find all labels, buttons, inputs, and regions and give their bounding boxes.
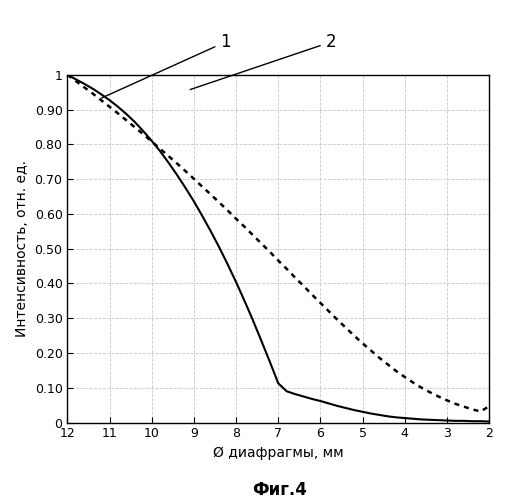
Text: 2: 2 [190,33,336,90]
Y-axis label: Интенсивность, отн. ед.: Интенсивность, отн. ед. [15,160,29,337]
Text: 1: 1 [102,33,231,98]
X-axis label: Ø диафрагмы, мм: Ø диафрагмы, мм [213,446,343,460]
Text: Фиг.4: Фиг.4 [252,481,307,499]
